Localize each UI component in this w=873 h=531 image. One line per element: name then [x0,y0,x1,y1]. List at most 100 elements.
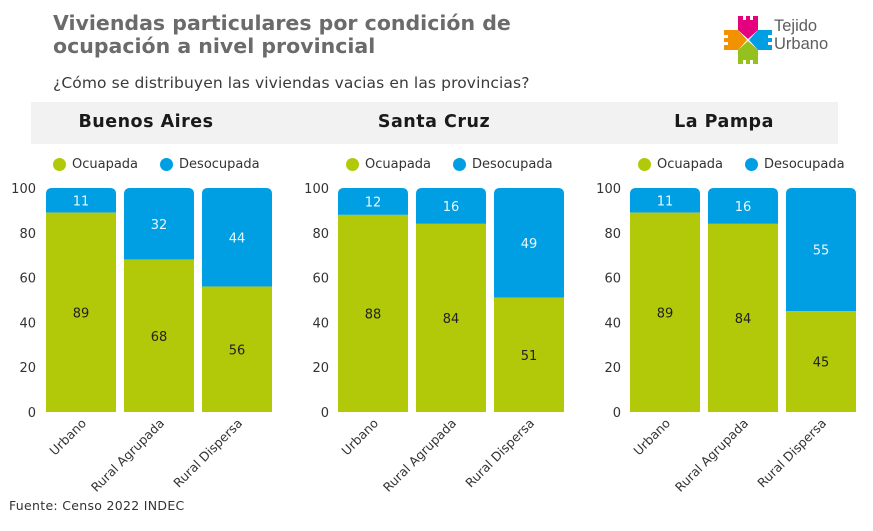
chart-panel-buenos-aires: 0 20 40 60 80 100 89 11 Urbano 68 32 Rural Agrupada… [11,182,272,495]
y-tick-label: 0 [321,406,329,421]
y-tick-label: 100 [11,182,36,197]
legend-la-pampa: Ocuapada Desocupada [638,155,867,173]
y-tick-label: 100 [304,182,329,197]
logo-bottom-piece [738,41,758,64]
y-tick-label: 40 [312,316,329,331]
logo-right-piece [749,30,772,50]
bar-segment-desocupada [786,188,856,312]
legend-swatch-desocupada [453,157,467,171]
y-tick-label: 80 [19,227,36,242]
y-tick-label: 60 [604,272,621,287]
legend-item-desocupada: Desocupada [160,157,260,172]
data-label-ocupada: 89 [657,306,674,321]
data-label-desocupada: 32 [151,218,168,233]
data-label-desocupada: 16 [735,200,752,215]
bar-segment-desocupada [46,188,116,213]
bar-segment-ocupada [786,311,856,412]
chart-panel-santa-cruz: 0 20 40 60 80 100 88 12 Urbano 84 16 Rural Agrupada… [304,182,564,495]
panel-title-la-pampa: La Pampa [674,112,774,132]
logo-mark-icon [724,16,772,64]
x-tick-label: Rural Dispersa [754,416,829,491]
data-label-ocupada: 68 [151,330,168,345]
y-tick-label: 20 [604,361,621,376]
y-tick-label: 100 [596,182,621,197]
logo-line-1: Tejido [774,17,818,35]
x-tick-label: Rural Dispersa [170,416,245,491]
page-title: Viviendas particulares por condición de … [53,11,511,58]
legend-label-desocupada: Desocupada [472,156,553,172]
province-header-bar [31,102,838,144]
legend-item-desocupada: Desocupada [745,157,845,172]
chart-panel-la-pampa: 0 20 40 60 80 100 89 11 Urbano 84 16 Rural Agrupada… [596,182,856,495]
legend-swatch-desocupada [160,157,174,171]
bar-segment-ocupada [708,223,778,412]
x-tick-label: Rural Agrupada [672,416,751,495]
x-tick-label: Rural Dispersa [462,416,537,491]
data-label-ocupada: 84 [443,312,460,327]
y-tick-label: 0 [613,406,621,421]
data-label-ocupada: 84 [735,312,752,327]
data-label-ocupada: 88 [365,307,382,322]
legend-buenos-aires: Ocuapada Desocupada [53,155,282,173]
data-label-ocupada: 56 [229,343,246,358]
data-label-ocupada: 45 [813,356,830,371]
logo-top-piece [738,16,758,39]
source-note: Fuente: Censo 2022 INDEC [9,498,185,513]
bar-segment-desocupada [708,188,778,224]
data-label-desocupada: 11 [657,194,674,209]
panel-title-buenos-aires: Buenos Aires [78,112,214,132]
data-label-desocupada: 49 [521,237,538,252]
data-label-ocupada: 51 [521,349,538,364]
bar-segment-ocupada [124,259,194,412]
bar-segment-desocupada [124,188,194,260]
x-tick-label: Rural Agrupada [380,416,459,495]
legend-item-ocupada: Ocuapada [638,157,723,172]
y-tick-label: 40 [19,316,36,331]
x-tick-label: Rural Agrupada [88,416,167,495]
data-label-desocupada: 16 [443,200,460,215]
bar-segment-ocupada [494,297,564,412]
bar-segment-ocupada [630,212,700,412]
legend-swatch-ocupada [53,157,66,171]
x-tick-label: Urbano [630,416,673,459]
x-tick-label: Urbano [338,416,381,459]
legend-label-ocupada: Ocuapada [72,156,139,172]
logo-text: Tejido Urbano [774,17,828,53]
panel-title-santa-cruz: Santa Cruz [377,112,491,132]
bar-segment-ocupada [202,286,272,412]
data-label-ocupada: 89 [73,306,90,321]
page-subtitle: ¿Cómo se distribuyen las viviendas vacia… [53,74,530,92]
logo-left-piece [724,30,747,50]
y-tick-label: 60 [19,272,36,287]
legend-label-ocupada: Ocuapada [657,156,724,172]
legend-label-desocupada: Desocupada [179,156,260,172]
x-tick-label: Urbano [46,416,89,459]
bar-segment-desocupada [630,188,700,213]
legend-swatch-ocupada [346,157,359,171]
legend-label-desocupada: Desocupada [764,156,845,172]
logo-line-2: Urbano [774,35,829,53]
bar-segment-ocupada [338,214,408,412]
y-tick-label: 80 [604,227,621,242]
bar-segment-desocupada [494,188,564,298]
bar-segment-ocupada [416,223,486,412]
bar-segment-desocupada [416,188,486,224]
data-label-desocupada: 12 [365,195,382,210]
tejido-urbano-logo: Tejido Urbano [724,16,844,66]
y-tick-label: 20 [312,361,329,376]
legend-item-ocupada: Ocuapada [53,157,138,172]
data-label-desocupada: 55 [813,244,830,259]
data-label-desocupada: 44 [229,231,246,246]
legend-swatch-ocupada [638,157,651,171]
y-tick-label: 20 [19,361,36,376]
data-label-desocupada: 11 [73,194,90,209]
bar-segment-desocupada [338,188,408,215]
bar-segment-desocupada [202,188,272,287]
legend-item-desocupada: Desocupada [453,157,553,172]
y-tick-label: 0 [28,406,36,421]
bar-segment-ocupada [46,212,116,412]
y-tick-label: 40 [604,316,621,331]
legend-item-ocupada: Ocuapada [346,157,431,172]
legend-swatch-desocupada [745,157,759,171]
